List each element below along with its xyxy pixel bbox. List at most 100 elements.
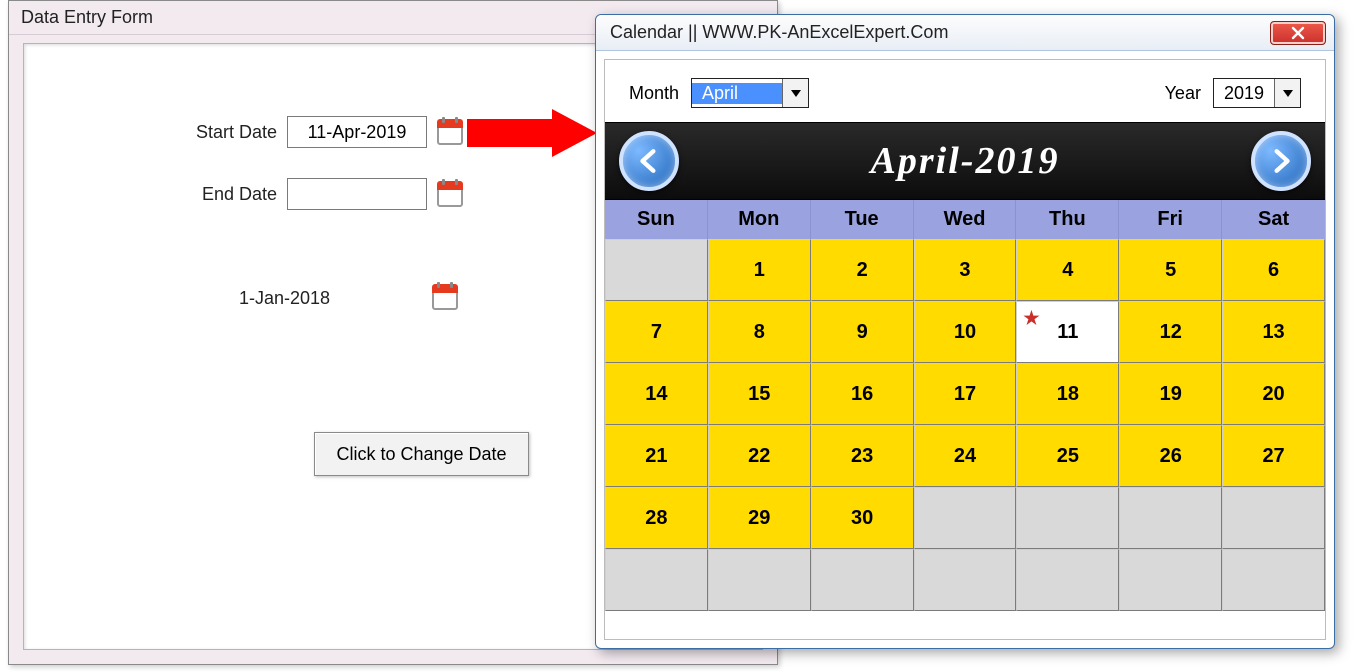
month-banner: April-2019 — [605, 122, 1325, 200]
day-cell[interactable]: 9 — [811, 301, 914, 363]
start-date-label: Start Date — [182, 122, 277, 143]
day-number: 27 — [1262, 445, 1284, 468]
day-cell[interactable]: 28 — [605, 487, 708, 549]
day-cell[interactable]: 25 — [1016, 425, 1119, 487]
day-number: 5 — [1165, 259, 1176, 282]
day-cell[interactable]: 8 — [708, 301, 811, 363]
day-cell — [914, 487, 1017, 549]
month-combo[interactable]: April — [691, 78, 809, 108]
close-button[interactable] — [1270, 21, 1326, 45]
calendar-body: Month April Year 2019 April-2019 SunMonT… — [604, 59, 1326, 640]
start-date-input[interactable] — [287, 116, 427, 148]
day-number: 12 — [1160, 321, 1182, 344]
day-number: 21 — [645, 445, 667, 468]
chevron-down-icon — [1274, 79, 1300, 107]
day-number: 22 — [748, 445, 770, 468]
day-number: 25 — [1057, 445, 1079, 468]
day-of-week-row: SunMonTueWedThuFriSat — [605, 200, 1325, 239]
month-label: Month — [629, 83, 679, 104]
dow-cell: Sat — [1222, 200, 1325, 239]
day-cell[interactable]: 24 — [914, 425, 1017, 487]
day-cell[interactable]: 3 — [914, 239, 1017, 301]
day-cell[interactable]: 17 — [914, 363, 1017, 425]
day-number: 1 — [754, 259, 765, 282]
day-cell[interactable]: 14 — [605, 363, 708, 425]
chevron-down-icon — [782, 79, 808, 107]
star-icon: ★ — [1023, 308, 1039, 329]
day-number: 7 — [651, 321, 662, 344]
day-cell[interactable]: ★ 11 — [1016, 301, 1119, 363]
dow-cell: Thu — [1016, 200, 1119, 239]
day-number: 28 — [645, 507, 667, 530]
day-number: 3 — [959, 259, 970, 282]
day-cell[interactable]: 6 — [1222, 239, 1325, 301]
day-cell — [1016, 549, 1119, 611]
end-date-row: End Date — [182, 178, 463, 210]
day-cell[interactable]: 15 — [708, 363, 811, 425]
day-number: 18 — [1057, 383, 1079, 406]
day-cell[interactable]: 12 — [1119, 301, 1222, 363]
day-cell[interactable]: 30 — [811, 487, 914, 549]
day-cell[interactable]: 21 — [605, 425, 708, 487]
day-number: 6 — [1268, 259, 1279, 282]
next-month-button[interactable] — [1251, 131, 1311, 191]
day-cell[interactable]: 2 — [811, 239, 914, 301]
day-cell — [811, 549, 914, 611]
calendar-icon[interactable] — [437, 119, 463, 145]
start-date-row: Start Date — [182, 116, 463, 148]
day-number: 30 — [851, 507, 873, 530]
day-cell — [1222, 549, 1325, 611]
year-value: 2019 — [1214, 83, 1274, 104]
end-date-input[interactable] — [287, 178, 427, 210]
day-cell[interactable]: 23 — [811, 425, 914, 487]
calendar-titlebar: Calendar || WWW.PK-AnExcelExpert.Com — [596, 15, 1334, 51]
day-number: 24 — [954, 445, 976, 468]
loose-date-text: 1-Jan-2018 — [239, 288, 330, 309]
day-cell[interactable]: 27 — [1222, 425, 1325, 487]
day-number: 9 — [857, 321, 868, 344]
dow-cell: Sun — [605, 200, 708, 239]
close-icon — [1291, 26, 1305, 40]
month-banner-title: April-2019 — [871, 139, 1060, 183]
chevron-left-icon — [636, 148, 662, 174]
day-cell[interactable]: 13 — [1222, 301, 1325, 363]
day-cell[interactable]: 4 — [1016, 239, 1119, 301]
year-label: Year — [1165, 83, 1201, 104]
day-cell[interactable]: 19 — [1119, 363, 1222, 425]
day-cell — [914, 549, 1017, 611]
prev-month-button[interactable] — [619, 131, 679, 191]
day-cell — [1222, 487, 1325, 549]
day-number: 11 — [1057, 321, 1078, 344]
calendar-grid: 12345678910★1112131415161718192021222324… — [605, 239, 1325, 611]
calendar-icon[interactable] — [432, 284, 458, 310]
day-cell[interactable]: 22 — [708, 425, 811, 487]
day-number: 20 — [1262, 383, 1284, 406]
calendar-icon[interactable] — [437, 181, 463, 207]
day-cell[interactable]: 16 — [811, 363, 914, 425]
day-number: 19 — [1160, 383, 1182, 406]
day-cell — [708, 549, 811, 611]
day-number: 8 — [754, 321, 765, 344]
day-cell[interactable]: 29 — [708, 487, 811, 549]
day-number: 13 — [1262, 321, 1284, 344]
chevron-right-icon — [1268, 148, 1294, 174]
day-cell[interactable]: 1 — [708, 239, 811, 301]
red-arrow — [467, 109, 597, 157]
calendar-title: Calendar || WWW.PK-AnExcelExpert.Com — [610, 22, 948, 43]
end-date-label: End Date — [182, 184, 277, 205]
dow-cell: Mon — [708, 200, 811, 239]
day-cell[interactable]: 20 — [1222, 363, 1325, 425]
dow-cell: Tue — [811, 200, 914, 239]
day-cell[interactable]: 26 — [1119, 425, 1222, 487]
day-cell[interactable]: 5 — [1119, 239, 1222, 301]
dow-cell: Wed — [914, 200, 1017, 239]
day-cell[interactable]: 18 — [1016, 363, 1119, 425]
day-cell[interactable]: 7 — [605, 301, 708, 363]
year-combo[interactable]: 2019 — [1213, 78, 1301, 108]
day-number: 4 — [1062, 259, 1073, 282]
calendar-window: Calendar || WWW.PK-AnExcelExpert.Com Mon… — [595, 14, 1335, 649]
day-cell — [605, 549, 708, 611]
day-cell — [1119, 549, 1222, 611]
change-date-button[interactable]: Click to Change Date — [314, 432, 529, 476]
day-cell[interactable]: 10 — [914, 301, 1017, 363]
